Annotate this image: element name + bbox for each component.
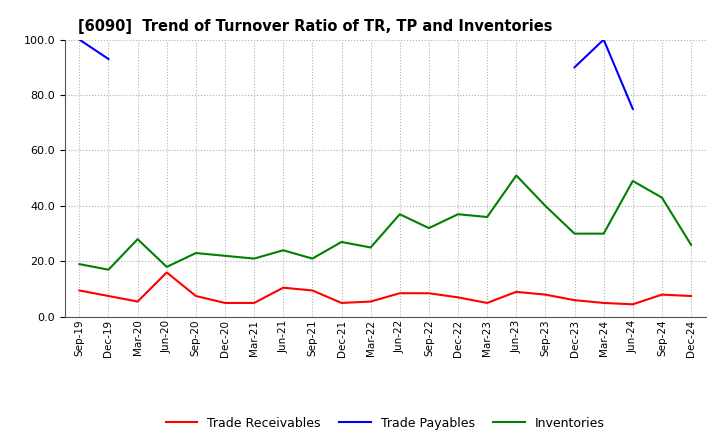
Trade Receivables [483, 300, 492, 305]
Line: Trade Receivables: Trade Receivables [79, 272, 691, 304]
Inventories [629, 178, 637, 183]
Trade Receivables [425, 290, 433, 296]
Inventories [163, 264, 171, 270]
Trade Payables [75, 37, 84, 42]
Inventories [366, 245, 375, 250]
Inventories [250, 256, 258, 261]
Inventories [279, 248, 287, 253]
Trade Receivables [454, 295, 462, 300]
Trade Receivables [599, 300, 608, 305]
Inventories [570, 231, 579, 236]
Inventories [599, 231, 608, 236]
Trade Receivables [395, 290, 404, 296]
Trade Receivables [512, 289, 521, 294]
Inventories [687, 242, 696, 247]
Inventories [541, 203, 550, 209]
Trade Receivables [337, 300, 346, 305]
Trade Payables [104, 56, 113, 62]
Trade Receivables [570, 297, 579, 303]
Legend: Trade Receivables, Trade Payables, Inventories: Trade Receivables, Trade Payables, Inven… [161, 412, 610, 435]
Line: Trade Payables: Trade Payables [79, 40, 109, 59]
Inventories [425, 225, 433, 231]
Trade Receivables [657, 292, 666, 297]
Trade Receivables [687, 293, 696, 299]
Trade Receivables [366, 299, 375, 304]
Inventories [395, 212, 404, 217]
Inventories [512, 173, 521, 178]
Inventories [337, 239, 346, 245]
Line: Inventories: Inventories [79, 176, 691, 270]
Trade Receivables [541, 292, 550, 297]
Text: [6090]  Trend of Turnover Ratio of TR, TP and Inventories: [6090] Trend of Turnover Ratio of TR, TP… [78, 19, 552, 34]
Inventories [308, 256, 317, 261]
Inventories [104, 267, 113, 272]
Trade Receivables [629, 302, 637, 307]
Trade Receivables [220, 300, 229, 305]
Inventories [75, 261, 84, 267]
Trade Receivables [133, 299, 142, 304]
Inventories [133, 237, 142, 242]
Trade Receivables [192, 293, 200, 299]
Trade Receivables [279, 285, 287, 290]
Inventories [483, 214, 492, 220]
Trade Receivables [250, 300, 258, 305]
Trade Receivables [308, 288, 317, 293]
Inventories [657, 195, 666, 200]
Trade Receivables [75, 288, 84, 293]
Trade Receivables [104, 293, 113, 299]
Trade Receivables [163, 270, 171, 275]
Inventories [220, 253, 229, 258]
Inventories [454, 212, 462, 217]
Inventories [192, 250, 200, 256]
